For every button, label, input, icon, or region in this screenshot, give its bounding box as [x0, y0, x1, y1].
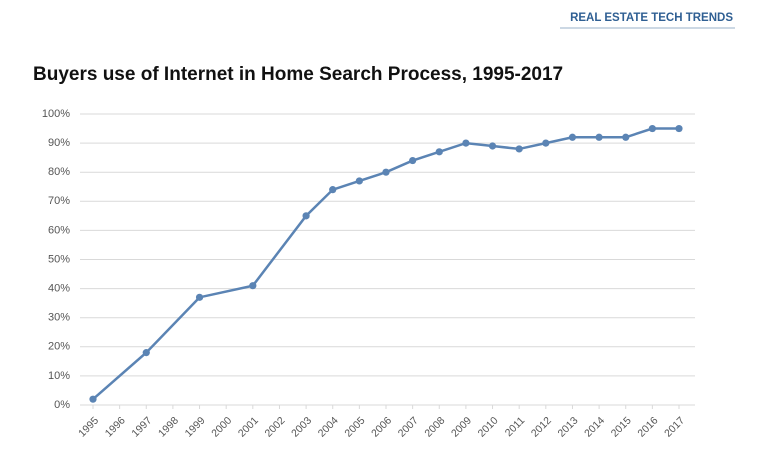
- x-tick-label: 2007: [396, 414, 421, 439]
- x-tick-label: 2016: [635, 414, 660, 439]
- x-tick-label: 1997: [129, 414, 154, 439]
- chart-title: Buyers use of Internet in Home Search Pr…: [33, 64, 563, 85]
- y-tick-label: 20%: [48, 341, 70, 353]
- data-point: [409, 156, 417, 165]
- data-point: [568, 133, 577, 141]
- x-tick-label: 1995: [76, 414, 101, 439]
- x-tick-label: 2009: [449, 414, 474, 439]
- x-tick-label: 2012: [529, 414, 554, 439]
- data-point: [89, 395, 97, 403]
- x-tick-label: 2017: [662, 414, 687, 439]
- y-tick-label: 40%: [48, 283, 70, 295]
- data-point: [595, 133, 603, 141]
- x-tick-label: 1998: [156, 414, 181, 439]
- data-point: [542, 139, 550, 147]
- y-tick-label: 100%: [42, 108, 70, 120]
- x-tick-label: 2015: [609, 414, 634, 439]
- y-tick-label: 80%: [48, 166, 70, 178]
- x-tick-label: 2000: [209, 414, 234, 439]
- y-tick-label: 70%: [48, 195, 70, 207]
- x-tick-label: 2006: [369, 414, 394, 439]
- data-point: [195, 293, 204, 301]
- y-tick-label: 50%: [48, 253, 70, 265]
- x-tick-label: 2004: [316, 414, 341, 439]
- data-point: [329, 186, 337, 194]
- data-point: [435, 148, 443, 156]
- data-point: [648, 124, 656, 133]
- y-tick-label: 0%: [54, 399, 70, 411]
- x-tick-label: 2014: [582, 414, 607, 439]
- x-tick-label: 2002: [263, 414, 288, 439]
- data-point: [355, 177, 363, 185]
- header: REAL ESTATE TECH TRENDS: [570, 12, 733, 24]
- y-tick-label: 30%: [48, 312, 70, 324]
- data-point: [462, 139, 470, 147]
- x-tick-label: 2010: [476, 414, 501, 439]
- data-point: [675, 124, 683, 133]
- x-tick-label: 2005: [342, 414, 367, 439]
- data-point: [622, 133, 630, 141]
- data-point: [382, 168, 390, 176]
- x-tick-label: 1996: [103, 414, 128, 439]
- x-tick-label: 2013: [556, 414, 581, 439]
- y-tick-label: 60%: [48, 224, 70, 236]
- data-point: [249, 282, 257, 290]
- data-point: [515, 145, 523, 153]
- y-tick-label: 90%: [48, 137, 70, 149]
- x-tick-label: 2001: [236, 414, 261, 439]
- y-tick-label: 10%: [48, 370, 70, 382]
- x-tick-label: 2008: [422, 414, 447, 439]
- data-point: [488, 142, 497, 150]
- x-tick-label: 2003: [289, 414, 314, 439]
- x-tick-label: 2011: [503, 414, 528, 439]
- data-point: [142, 349, 150, 357]
- data-point: [302, 212, 310, 220]
- x-tick-label: 1999: [183, 414, 208, 439]
